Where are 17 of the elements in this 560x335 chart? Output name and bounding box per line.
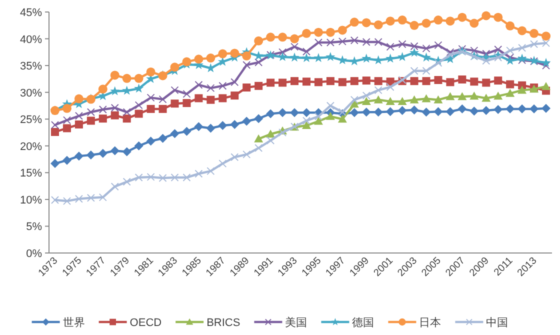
- legend-label: BRICS: [206, 317, 240, 329]
- y-tick-label: 5%: [26, 221, 42, 234]
- y-tick-label: 45%: [20, 7, 42, 19]
- y-tick-label: 15%: [20, 168, 42, 180]
- legend-label: 中国: [486, 316, 508, 329]
- legend-label: OECD: [130, 317, 162, 329]
- legend-label: 日本: [419, 316, 442, 329]
- y-tick-label: 25%: [20, 114, 42, 126]
- legend-label: 美国: [285, 316, 308, 329]
- y-tick-label: 10%: [20, 194, 42, 206]
- legend-label: 德国: [352, 317, 374, 329]
- y-tick-label: 0%: [26, 248, 42, 260]
- y-tick-label: 35%: [20, 60, 42, 73]
- y-tick-label: 40%: [20, 34, 42, 46]
- y-tick-label: 20%: [20, 140, 42, 153]
- legend-label: 世界: [62, 316, 85, 329]
- y-tick-label: 30%: [20, 87, 42, 100]
